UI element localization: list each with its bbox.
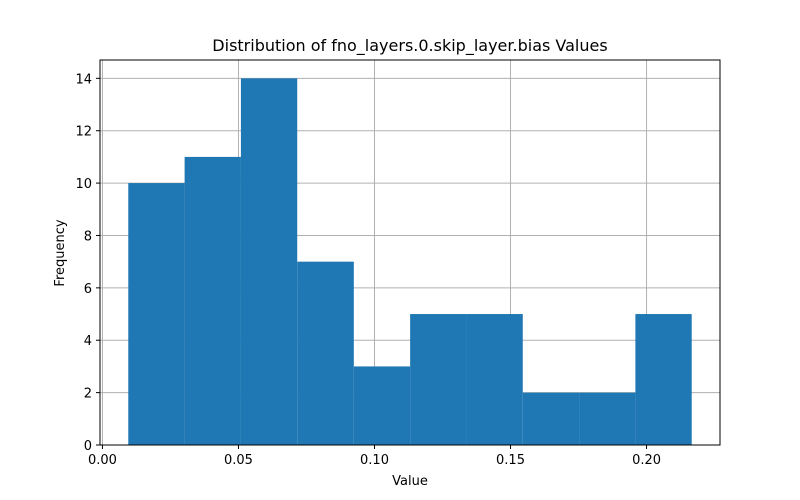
y-tick-label: 2 <box>84 387 92 402</box>
x-tick-label: 0.05 <box>224 453 253 468</box>
histogram-bar <box>579 392 636 445</box>
histogram-bar <box>522 392 580 445</box>
axis-ticks: 0.00 0.05 0.10 0.15 0.20 0 2 4 6 8 10 12 14 <box>75 72 661 468</box>
y-tick-label: 0 <box>84 439 92 454</box>
histogram-bar <box>410 314 467 445</box>
y-tick-label: 14 <box>75 72 92 87</box>
histogram-bar <box>353 366 411 445</box>
y-tick-label: 4 <box>84 334 92 349</box>
y-tick-label: 12 <box>75 125 92 140</box>
plot-frame <box>99 59 721 446</box>
x-tick-label: 0.15 <box>496 453 525 468</box>
y-axis-label: Frequency <box>53 219 68 286</box>
x-tick-label: 0.00 <box>88 453 117 468</box>
chart-title: Distribution of fno_layers.0.skip_layer.… <box>212 36 607 56</box>
histogram-bar <box>466 314 523 445</box>
x-axis-label: Value <box>392 474 428 489</box>
y-tick-label: 10 <box>75 177 92 192</box>
histogram-bar <box>128 183 185 445</box>
histogram-bar <box>635 314 692 445</box>
histogram-bar <box>240 78 298 445</box>
histogram-bars <box>128 78 692 445</box>
y-tick-label: 6 <box>84 282 92 297</box>
x-tick-label: 0.10 <box>360 453 389 468</box>
x-tick-label: 0.20 <box>632 453 661 468</box>
y-tick-label: 8 <box>84 229 92 244</box>
histogram-bar <box>184 156 241 445</box>
histogram-bar <box>297 261 354 445</box>
